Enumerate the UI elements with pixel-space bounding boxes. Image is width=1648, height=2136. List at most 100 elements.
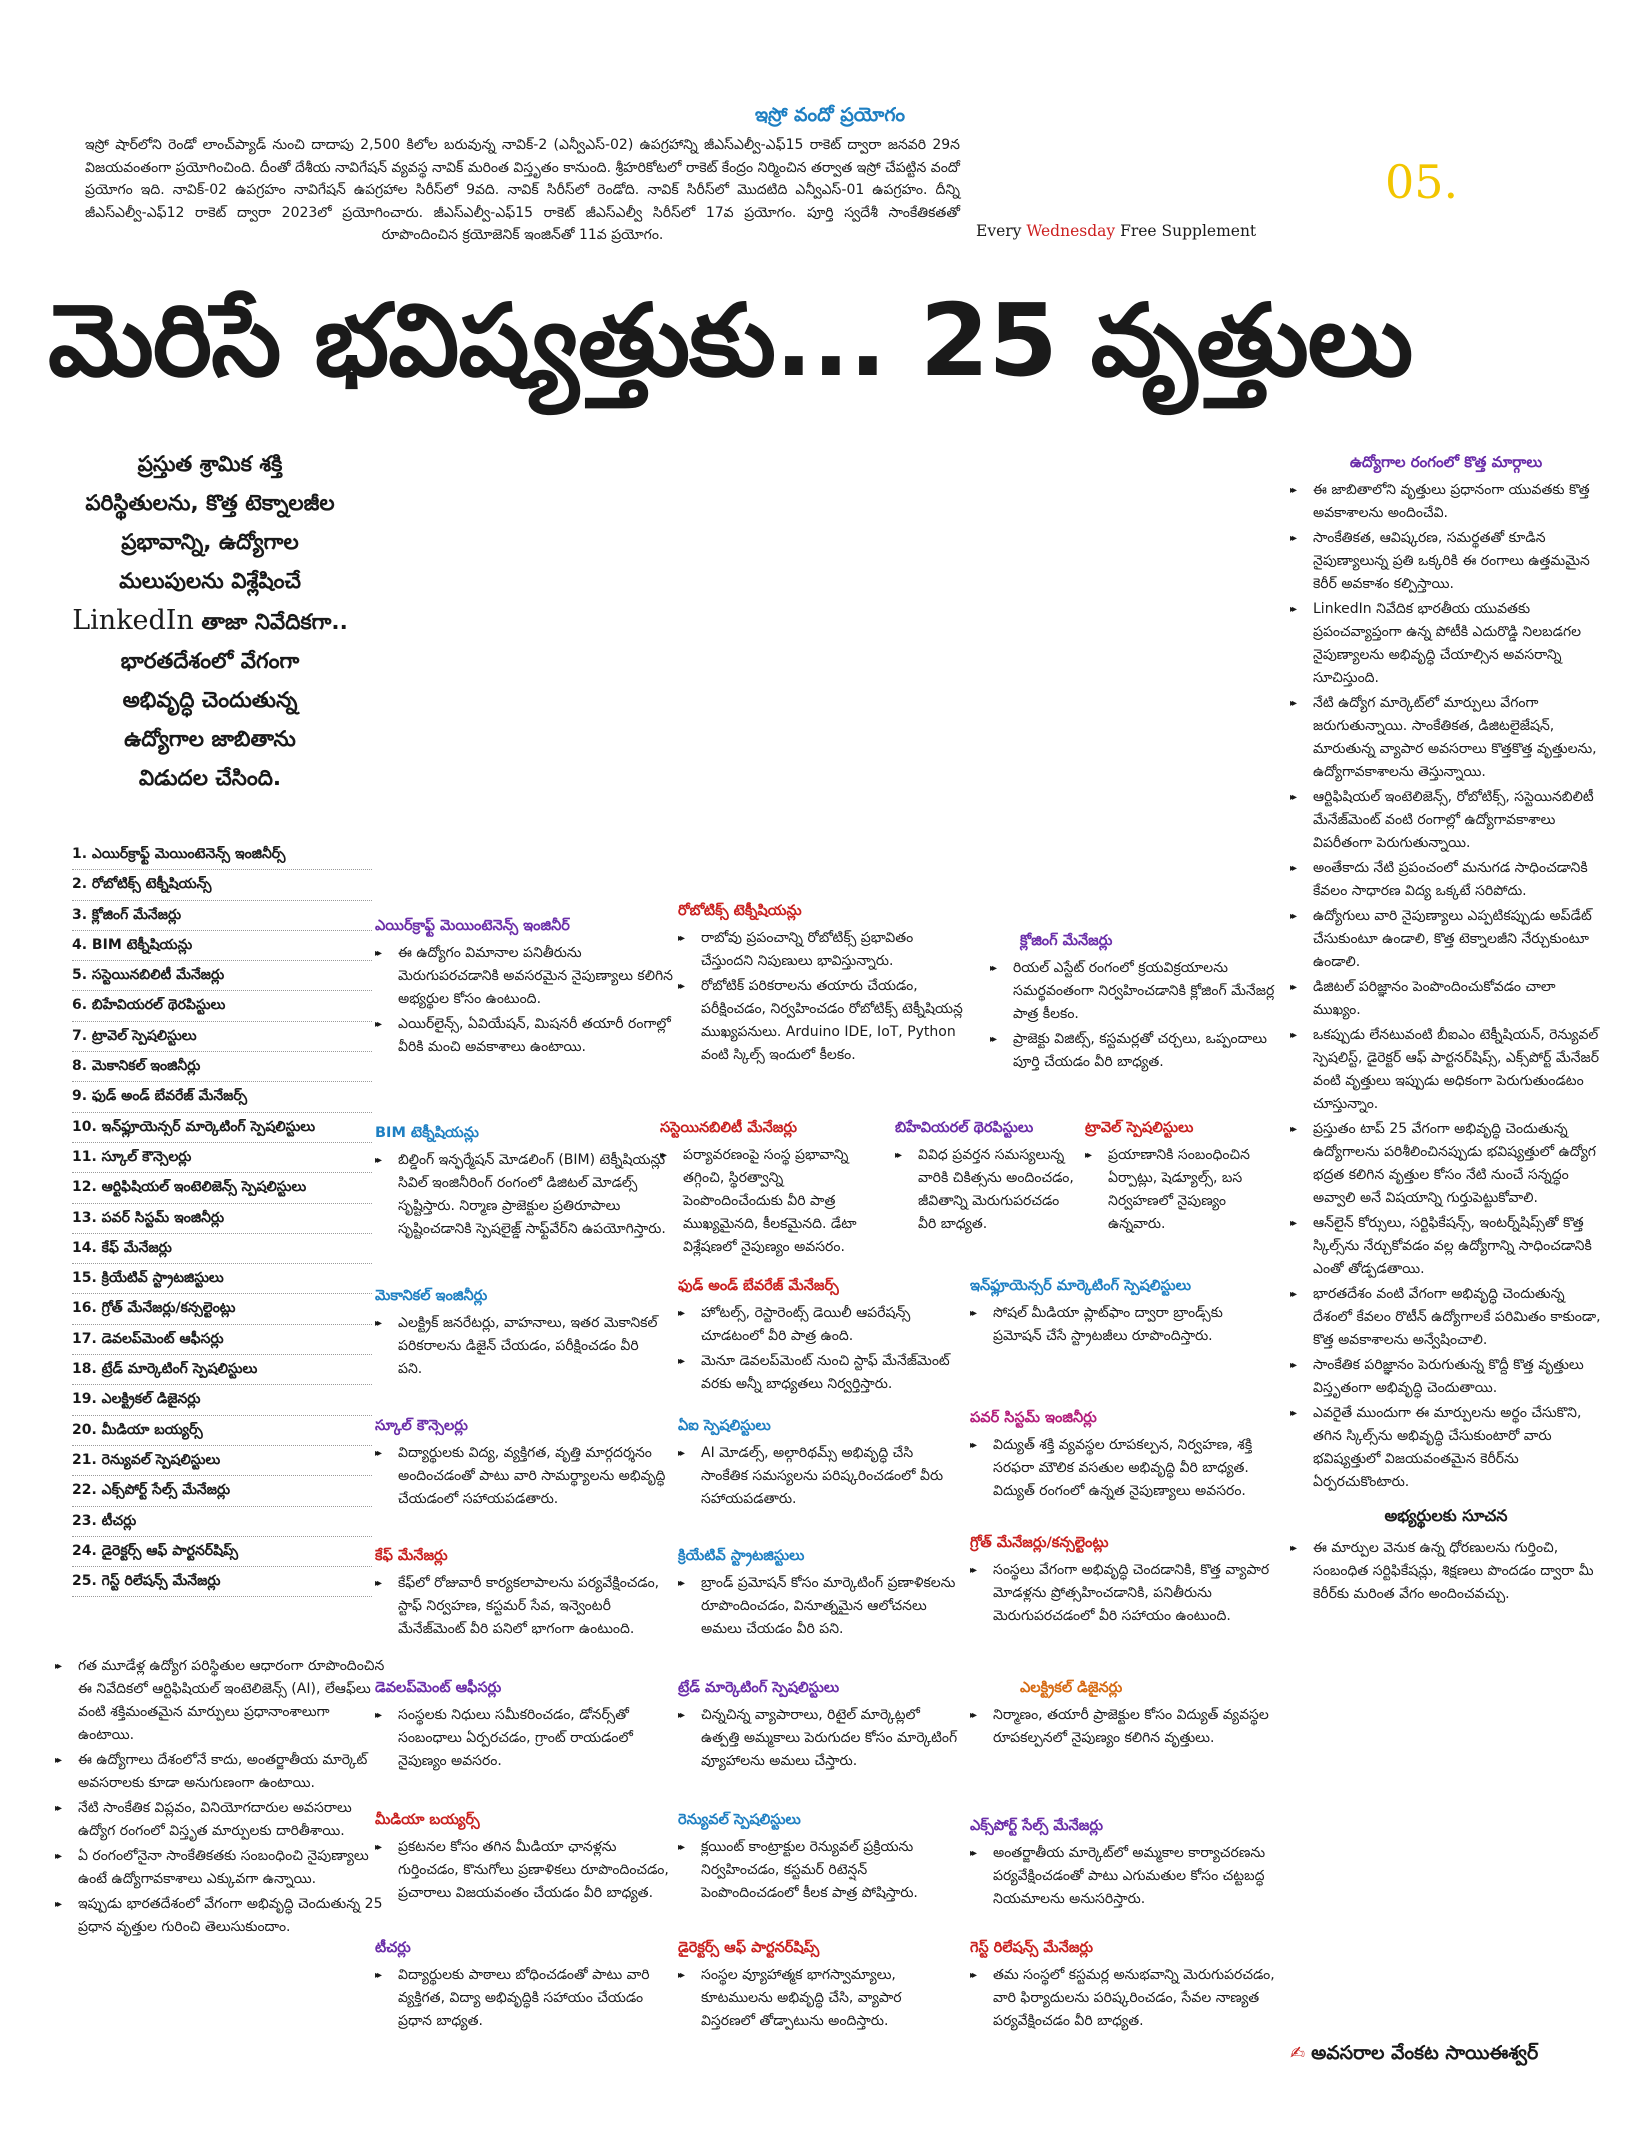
- isro-title: ఇస్రో వందో ప్రయోగం: [754, 104, 906, 126]
- section-title: టీచర్లు: [375, 1940, 411, 1956]
- intro-line: అభివృద్ధి చెందుతున్న: [122, 688, 298, 713]
- bullet-point: ఉద్యోగులు వారి నైపుణ్యాలు ఎప్పటికప్పుడు …: [1290, 905, 1602, 974]
- section-trade: ట్రేడ్‌ మార్కెటింగ్‌ స్పెషలిస్టులు చిన్న…: [678, 1680, 958, 1775]
- bullet-point: ఈ జాబితాలోని వృత్తులు ప్రధానంగా యువతకు క…: [1290, 479, 1602, 525]
- bullet-point: ఆన్‌లైన్‌ కోర్సులు, సర్టిఫికేషన్స్‌, ఇంట…: [1290, 1212, 1602, 1281]
- jobs-list-item: 18. ట్రేడ్‌ మార్కెటింగ్‌ స్పెషలిస్టులు: [72, 1355, 372, 1386]
- bullet-point: డిజిటల్‌ పరిజ్ఞానం పెంపొందించుకోవడం చాలా…: [1290, 976, 1602, 1022]
- section-title: కేఫ్‌ మేనేజర్లు: [375, 1548, 448, 1564]
- section-sustainability: సస్టెయినబిలిటీ మేనేజర్లు పర్యావరణంపై సంస…: [660, 1120, 885, 1261]
- bullet-point: విద్యార్థులకు పాఠాలు బోధించడంతో పాటు వార…: [375, 1964, 670, 2033]
- new-paths-sidebar: ఉద్యోగాల రంగంలో కొత్త మార్గాలు ఈ జాబితాల…: [1290, 453, 1602, 1608]
- suggestion-title: అభ్యర్థులకు సూచన: [1384, 1506, 1508, 1525]
- bullet-point: రోబోటిక్‌ పరికరాలను తయారు చేయడం, పరీక్షి…: [678, 975, 968, 1067]
- section-title: స్కూల్‌ కౌన్సెలర్లు: [375, 1418, 468, 1434]
- section-robotics: రోబోటిక్స్‌ టెక్నీషియన్లు రాబోవు ప్రపంచా…: [678, 903, 968, 1069]
- section-aircraft: ఎయిర్‌క్రాఫ్ట్‌ మెయింటెనెన్స్‌ ఇంజినీర్ …: [375, 918, 675, 1061]
- jobs-list-item: 1. ఎయిర్‌క్రాఫ్ట్‌ మెయింటెనెన్స్‌ ఇంజినీ…: [72, 840, 372, 871]
- jobs-list-item: 2. రోబోటిక్స్‌ టెక్నీషియన్స్‌: [72, 870, 372, 901]
- bullet-point: విద్యుత్‌ శక్తి వ్యవస్థల రూపకల్పన, నిర్వ…: [970, 1434, 1275, 1503]
- section-points: తమ సంస్థలో కస్టమర్ల అనుభవాన్ని మెరుగుపరచ…: [970, 1964, 1275, 2033]
- section-points: విద్యార్థులకు విద్య, వ్యక్తిగత, వృత్తి మ…: [375, 1442, 670, 1511]
- jobs-list-item: 11. స్కూల్‌ కౌన్సెలర్లు: [72, 1143, 372, 1174]
- intro-line: భారతదేశంలో వేగంగా: [120, 649, 300, 674]
- section-title: రోబోటిక్స్‌ టెక్నీషియన్లు: [678, 903, 802, 919]
- suggestion-points: ఈ మార్పుల వెనుక ఉన్న ధోరణులను గుర్తించి,…: [1290, 1537, 1602, 1606]
- bullet-point: కేఫ్‌లో రోజువారీ కార్యకలాపాలను పర్యవేక్ష…: [375, 1572, 670, 1641]
- section-points: సంస్థలు వేగంగా అభివృద్ధి చెందడానికి, కొత…: [970, 1559, 1275, 1628]
- section-points: విద్యార్థులకు పాఠాలు బోధించడంతో పాటు వార…: [375, 1964, 670, 2033]
- bullet-point: నిర్మాణం, తయారీ ప్రాజెక్టుల కోసం విద్యుత…: [970, 1704, 1275, 1750]
- section-ai: ఏఐ స్పెషలిస్టులు AI మోడల్స్‌, అల్గారిథమ్…: [678, 1418, 956, 1513]
- section-points: నిర్మాణం, తయారీ ప్రాజెక్టుల కోసం విద్యుత…: [970, 1704, 1275, 1750]
- isro-article: ఇస్రో షార్‌లోని రెండో లాంచ్‌ప్యాడ్‌ నుంచ…: [85, 137, 960, 243]
- jobs-list-item: 25. గెస్ట్‌ రిలేషన్స్‌ మేనేజర్లు: [72, 1567, 372, 1598]
- bullet-point: ప్రస్తుతం టాప్‌ 25 వేగంగా అభివృద్ధి చెంద…: [1290, 1118, 1602, 1210]
- overview-points: గత మూడేళ్ల ఉద్యోగ పరిస్థితుల ఆధారంగా రూప…: [55, 1655, 385, 1941]
- section-title: పవర్‌ సిస్టమ్‌ ఇంజినీర్లు: [970, 1410, 1097, 1426]
- bullet-point: ఇప్పుడు భారతదేశంలో వేగంగా అభివృద్ధి చెంద…: [55, 1893, 385, 1939]
- section-teachers: టీచర్లు విద్యార్థులకు పాఠాలు బోధించడంతో …: [375, 1940, 670, 2035]
- jobs-list-item: 19. ఎలక్ట్రికల్‌ డిజైనర్లు: [72, 1385, 372, 1416]
- section-points: పర్యావరణంపై సంస్థ ప్రభావాన్ని తగ్గించి, …: [660, 1144, 885, 1259]
- section-title: క్లోజింగ్‌ మేనేజర్లు: [1020, 933, 1113, 949]
- section-points: ఈ ఉద్యోగం విమానాల పనితీరును మెరుగుపరచడాన…: [375, 942, 675, 1059]
- bullet-point: బ్రాండ్‌ ప్రమోషన్‌ కోసం మార్కెటింగ్‌ ప్ర…: [678, 1572, 958, 1641]
- bullet-point: ఎయిర్‌లైన్స్‌, ఏవియేషన్‌, మిషనరీ తయారీ ర…: [375, 1013, 675, 1059]
- intro-block: ప్రస్తుత శ్రామిక శక్తి పరిస్థితులను, కొత…: [55, 445, 365, 798]
- jobs-list-item: 5. సస్టెయినబిలిటీ మేనేజర్లు: [72, 961, 372, 992]
- intro-line: ప్రస్తుత శ్రామిక శక్తి: [137, 452, 283, 477]
- bullet-point: బిల్డింగ్‌ ఇన్ఫర్మేషన్‌ మోడలింగ్‌ (BIM) …: [375, 1149, 675, 1241]
- bullet-point: ఈ ఉద్యోగాలు దేశంలోనే కాదు, అంతర్జాతీయ మా…: [55, 1749, 385, 1795]
- section-title: ఎక్స్‌పోర్ట్‌ సేల్స్‌ మేనేజర్లు: [970, 1818, 1104, 1834]
- linkedin-word: LinkedIn: [72, 605, 194, 636]
- section-directors: డైరెక్టర్స్‌ ఆఫ్‌ పార్టనర్‌షిప్స్‌ సంస్థ…: [678, 1940, 958, 2035]
- jobs-list-item: 3. క్లోజింగ్‌ మేనేజర్లు: [72, 901, 372, 931]
- section-points: ప్రయాణానికి సంబంధించిన ఏర్పాట్లు, షెడ్యూ…: [1085, 1144, 1275, 1236]
- bullet-point: మెనూ డెవలప్‌మెంట్‌ నుంచి స్టాఫ్‌ మేనేజ్‌…: [678, 1350, 960, 1396]
- intro-line: ప్రభావాన్ని, ఉద్యోగాల: [121, 530, 299, 555]
- section-title: గెస్ట్‌ రిలేషన్స్‌ మేనేజర్లు: [970, 1940, 1094, 1956]
- jobs-list-item: 7. ట్రావెల్‌ స్పెషలిస్టులు: [72, 1022, 372, 1053]
- section-title: ట్రేడ్‌ మార్కెటింగ్‌ స్పెషలిస్టులు: [678, 1680, 840, 1696]
- supplement-tagline: Every Wednesday Free Supplement: [976, 222, 1256, 240]
- section-title: ఎయిర్‌క్రాఫ్ట్‌ మెయింటెనెన్స్‌ ఇంజినీర్: [375, 918, 570, 934]
- tagline-pre: Every: [976, 222, 1027, 240]
- tagline-day: Wednesday: [1026, 222, 1116, 240]
- jobs-list-item: 6. బిహేవియరల్‌ థెరపిస్టులు: [72, 991, 372, 1022]
- bullet-point: తమ సంస్థలో కస్టమర్ల అనుభవాన్ని మెరుగుపరచ…: [970, 1964, 1275, 2033]
- section-creative: క్రియేటివ్‌ స్ట్రాటజిస్టులు బ్రాండ్‌ ప్ర…: [678, 1548, 958, 1643]
- section-points: చిన్నచిన్న వ్యాపారాలు, రిటైల్‌ మార్కెట్ల…: [678, 1704, 958, 1773]
- sidebar-title: ఉద్యోగాల రంగంలో కొత్త మార్గాలు: [1349, 453, 1543, 471]
- section-power: పవర్‌ సిస్టమ్‌ ఇంజినీర్లు విద్యుత్‌ శక్త…: [970, 1410, 1275, 1505]
- bullet-point: ఒకప్పుడు లేనటువంటి బీఐఎం టెక్నీషియన్‌, ర…: [1290, 1024, 1602, 1116]
- bullet-point: సంస్థలు వేగంగా అభివృద్ధి చెందడానికి, కొత…: [970, 1559, 1275, 1628]
- pen-icon: ✍: [1290, 2043, 1306, 2064]
- bullet-point: ఈ ఉద్యోగం విమానాల పనితీరును మెరుగుపరచడాన…: [375, 942, 675, 1011]
- bullet-point: సాంకేతికత, ఆవిష్కరణ, సమర్థతతో కూడిన నైపు…: [1290, 527, 1602, 596]
- jobs-list-item: 16. గ్రోత్‌ మేనేజర్లు/కన్సల్టెంట్లు: [72, 1294, 372, 1325]
- bullet-point: ఏ రంగంలోనైనా సాంకేతికతకు సంబంధించి నైపుణ…: [55, 1845, 385, 1891]
- jobs-list-item: 9. ఫుడ్‌ అండ్‌ బేవరేజ్‌ మేనేజర్స్‌: [72, 1082, 372, 1113]
- jobs-list-item: 22. ఎక్స్‌పోర్ట్‌ సేల్స్‌ మేనేజర్లు: [72, 1476, 372, 1507]
- section-title: ఏఐ స్పెషలిస్టులు: [678, 1418, 771, 1434]
- jobs-list-item: 4. BIM టెక్నీషియన్లు: [72, 931, 372, 962]
- jobs-list-item: 24. డైరెక్టర్స్‌ ఆఫ్‌ పార్టనర్‌షిప్స్‌: [72, 1537, 372, 1568]
- bullet-point: ఈ మార్పుల వెనుక ఉన్న ధోరణులను గుర్తించి,…: [1290, 1537, 1602, 1606]
- bullet-point: ప్రకటనల కోసం తగిన మీడియా ఛానళ్లను గుర్తి…: [375, 1836, 670, 1905]
- bullet-point: నేటి సాంకేతిక విప్లవం, వినియోగదారుల అవసర…: [55, 1797, 385, 1843]
- bullet-point: ఎలక్ట్రిక్‌ జనరేటర్లు, వాహనాలు, ఇతర మెకా…: [375, 1312, 665, 1381]
- tagline-post: Free Supplement: [1115, 222, 1257, 240]
- bullet-point: LinkedIn నివేదిక భారతీయ యువతకు ప్రపంచవ్య…: [1290, 598, 1602, 690]
- section-points: రాబోవు ప్రపంచాన్ని రోబోటిక్స్‌ ప్రభావితం…: [678, 927, 968, 1067]
- section-mechanical: మెకానికల్‌ ఇంజినీర్లు ఎలక్ట్రిక్‌ జనరేటర…: [375, 1288, 665, 1383]
- section-development: డెవలప్‌మెంట్‌ ఆఫీసర్లు సంస్థలకు నిధులు స…: [375, 1680, 670, 1775]
- jobs-list-item: 8. మెకానికల్‌ ఇంజినీర్లు: [72, 1052, 372, 1083]
- section-title: డెవలప్‌మెంట్‌ ఆఫీసర్లు: [375, 1680, 502, 1696]
- sidebar-points: ఈ జాబితాలోని వృత్తులు ప్రధానంగా యువతకు క…: [1290, 479, 1602, 1494]
- bullet-point: వివిధ ప్రవర్తన సమస్యలున్న వారికి చికిత్స…: [895, 1144, 1075, 1236]
- page-headline: మెరిసే భవిష్యత్తుకు... 25 వృత్తులు: [48, 282, 1413, 399]
- section-title: ఎలక్ట్రికల్‌ డిజైనర్లు: [1020, 1680, 1123, 1696]
- bullet-point: సాంకేతిక పరిజ్ఞానం పెరుగుతున్న కొద్దీ కొ…: [1290, 1354, 1602, 1400]
- bullet-point: నేటి ఉద్యోగ మార్కెట్‌లో మార్పులు వేగంగా …: [1290, 692, 1602, 784]
